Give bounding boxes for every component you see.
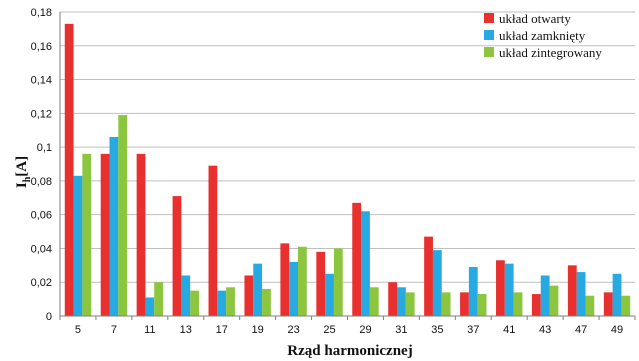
- bar-układ-zintegrowany-5: [82, 153, 92, 316]
- x-tick-labels: 5 7 11 13 17 19 23 25 29 31 35 37 41 43 47 49: [75, 324, 623, 336]
- legend: układ otwarty układ zamknięty układ zinteg…: [484, 11, 602, 60]
- x-tick-label: 49: [611, 324, 623, 336]
- bar-układ-zintegrowany-49: [621, 295, 631, 316]
- bar-układ-otwarty-41: [496, 260, 505, 316]
- bar-układ-zamknięty-25: [325, 273, 334, 316]
- bar-układ-zintegrowany-47: [585, 295, 595, 316]
- x-tick-label: 37: [467, 324, 479, 336]
- bar-układ-zamknięty-17: [217, 290, 227, 316]
- bar-układ-otwarty-11: [136, 153, 146, 316]
- x-tick-label: 35: [431, 324, 443, 336]
- y-axis-title: Ih[A]: [14, 156, 33, 188]
- bar-układ-zamknięty-19: [253, 263, 263, 316]
- legend-label: układ zintegrowany: [499, 45, 602, 60]
- bar-układ-zintegrowany-25: [333, 248, 343, 316]
- bar-układ-zamknięty-5: [73, 175, 83, 316]
- bar-układ-otwarty-35: [424, 236, 433, 316]
- legend-swatch: [484, 30, 494, 40]
- legend-label: układ otwarty: [499, 11, 571, 26]
- bar-układ-zamknięty-23: [289, 261, 298, 316]
- x-tick-label: 23: [287, 324, 299, 336]
- bar-układ-zintegrowany-29: [369, 287, 379, 316]
- legend-label: układ zamknięty: [499, 28, 586, 43]
- x-tick-label: 47: [575, 324, 587, 336]
- x-tick-label: 41: [503, 324, 515, 336]
- x-tick-label: 19: [252, 324, 264, 336]
- bar-układ-otwarty-31: [388, 282, 398, 316]
- y-tick-label: 0,08: [31, 176, 52, 188]
- bar-układ-zintegrowany-31: [405, 292, 415, 316]
- bar-układ-otwarty-43: [531, 294, 541, 316]
- grid: [60, 11, 635, 283]
- bar-układ-zamknięty-13: [181, 275, 191, 316]
- y-tick-label: 0,02: [31, 277, 52, 289]
- y-axis-title-subscript: h: [22, 176, 33, 182]
- x-tick-label: 29: [359, 324, 371, 336]
- bar-układ-zamknięty-47: [576, 272, 586, 316]
- y-tick-label: 0,04: [31, 243, 52, 255]
- legend-swatch: [484, 13, 494, 23]
- bar-układ-otwarty-47: [567, 265, 577, 316]
- x-tick-label: 11: [144, 324, 155, 336]
- bar-układ-zintegrowany-19: [262, 288, 271, 316]
- y-tick-label: 0,18: [31, 7, 52, 19]
- bar-układ-zamknięty-37: [468, 267, 478, 316]
- y-tick-label: 0: [46, 311, 52, 323]
- bar-układ-otwarty-5: [64, 23, 74, 316]
- bar-układ-zamknięty-43: [540, 275, 550, 316]
- x-tick-label: 31: [395, 324, 407, 336]
- y-tick-label: 0,1: [37, 142, 52, 154]
- bar-układ-zintegrowany-11: [154, 282, 164, 316]
- bar-układ-otwarty-19: [244, 275, 254, 316]
- bars: [64, 23, 631, 317]
- x-tick-label: 17: [216, 324, 228, 336]
- bar-układ-zintegrowany-23: [297, 246, 307, 316]
- bar-układ-otwarty-25: [316, 251, 326, 316]
- bar-układ-zamknięty-11: [145, 297, 155, 316]
- x-tick-label: 7: [111, 324, 117, 336]
- bar-układ-zintegrowany-13: [190, 290, 199, 316]
- bar-układ-zintegrowany-41: [513, 292, 523, 316]
- y-tick-label: 0,16: [31, 41, 52, 53]
- bar-układ-zintegrowany-7: [118, 115, 128, 317]
- bar-układ-zintegrowany-37: [477, 294, 487, 316]
- x-axis-title: Rząd harmonicznej: [287, 343, 412, 359]
- y-tick-label: 0,06: [31, 210, 52, 222]
- bar-układ-otwarty-23: [280, 243, 290, 316]
- bar-układ-otwarty-49: [603, 292, 613, 316]
- bar-układ-zamknięty-7: [109, 136, 119, 316]
- bar-układ-zamknięty-49: [612, 273, 622, 316]
- bar-układ-zamknięty-31: [397, 287, 406, 316]
- bar-układ-zamknięty-29: [361, 211, 370, 316]
- bar-układ-zintegrowany-17: [226, 287, 235, 316]
- x-tick-label: 43: [539, 324, 551, 336]
- bar-układ-otwarty-29: [352, 202, 362, 316]
- bar-układ-otwarty-13: [172, 196, 182, 316]
- y-tick-labels: 0 0,02 0,04 0,06 0,08 0,1 0,12 0,14 0,16 0,18: [31, 7, 52, 323]
- y-tick-label: 0,12: [31, 108, 52, 120]
- x-tick-label: 5: [75, 324, 81, 336]
- bar-układ-zamknięty-35: [432, 250, 442, 316]
- legend-swatch: [484, 47, 494, 57]
- bar-układ-zintegrowany-43: [549, 285, 559, 316]
- y-tick-label: 0,14: [31, 75, 52, 87]
- x-tick-label: 13: [180, 324, 192, 336]
- bar-układ-otwarty-37: [460, 292, 469, 316]
- bar-układ-zamknięty-41: [504, 263, 514, 316]
- x-tick-label: 25: [323, 324, 335, 336]
- y-axis-title-main: I: [14, 182, 30, 188]
- axes: [59, 12, 636, 320]
- bar-układ-otwarty-7: [100, 153, 110, 316]
- bar-układ-zintegrowany-35: [441, 292, 451, 316]
- y-axis-title-unit: [A]: [14, 156, 30, 177]
- bar-układ-otwarty-17: [208, 165, 218, 316]
